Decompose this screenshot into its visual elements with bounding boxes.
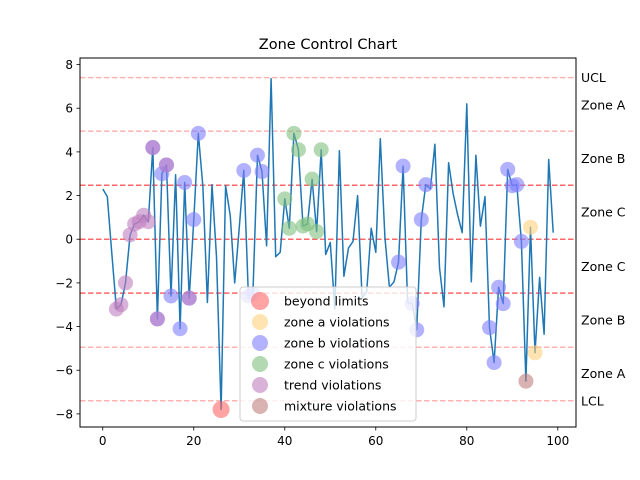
violation-marker <box>495 296 511 312</box>
violation-marker <box>249 147 265 163</box>
legend-marker <box>252 377 268 393</box>
violation-marker <box>482 320 498 336</box>
violation-marker <box>118 275 134 291</box>
legend-label: beyond limits <box>284 294 369 309</box>
zone-label: Zone B <box>581 151 625 166</box>
violation-marker <box>286 125 302 141</box>
legend-marker <box>251 292 269 310</box>
violation-marker <box>395 158 411 174</box>
chart-title: Zone Control Chart <box>259 37 398 53</box>
legend-label: zone b violations <box>284 336 390 351</box>
violation-marker <box>140 214 156 230</box>
zone-label: Zone C <box>581 204 626 219</box>
violation-marker <box>513 233 529 249</box>
y-tick-label: −2 <box>55 276 73 290</box>
legend-marker <box>252 335 268 351</box>
violation-marker <box>277 191 293 207</box>
series-line <box>102 77 554 411</box>
violation-marker <box>313 142 329 158</box>
violation-marker <box>113 297 129 313</box>
y-tick-label: 2 <box>65 189 73 203</box>
plot-frame <box>79 57 577 428</box>
y-tick-label: −6 <box>55 364 73 378</box>
zone-label: Zone A <box>581 366 626 381</box>
y-tick-label: −8 <box>55 407 73 421</box>
y-axis: −8 −6 −4 −2 0 2 4 6 8 <box>55 58 80 421</box>
x-tick-label: 40 <box>277 434 292 448</box>
violation-marker <box>491 279 507 295</box>
violation-marker <box>522 219 538 235</box>
x-tick-label: 60 <box>368 434 383 448</box>
legend-label: zone a violations <box>284 315 390 330</box>
x-tick-label: 0 <box>99 434 107 448</box>
violation-marker <box>212 401 230 419</box>
violation-marker <box>391 254 407 270</box>
y-tick-label: 6 <box>65 102 73 116</box>
violation-markers <box>108 125 543 419</box>
violation-marker <box>527 345 543 361</box>
violation-marker <box>413 212 429 228</box>
legend-box <box>239 286 417 422</box>
violation-marker <box>190 125 206 141</box>
violation-marker <box>509 177 525 193</box>
zone-label: LCL <box>581 393 604 408</box>
zone-labels: UCL Zone A Zone B Zone C Zone C Zone B Zone A L… <box>581 70 626 408</box>
y-tick-label: 8 <box>65 58 73 72</box>
y-tick-label: 4 <box>65 145 73 159</box>
violation-marker <box>418 177 434 193</box>
violation-marker <box>304 171 320 187</box>
legend-marker <box>252 398 268 414</box>
y-tick-label: 0 <box>65 233 73 247</box>
data-line-group <box>102 77 554 411</box>
violation-marker <box>309 224 325 240</box>
violation-marker <box>236 162 252 178</box>
x-tick-label: 100 <box>546 434 569 448</box>
violation-marker <box>145 140 161 156</box>
violation-marker <box>163 288 179 304</box>
x-tick-label: 20 <box>186 434 201 448</box>
zone-label: UCL <box>581 70 606 85</box>
legend: beyond limits zone a violations zone b vio… <box>239 286 417 422</box>
legend-marker <box>252 314 268 330</box>
violation-marker <box>518 373 534 389</box>
violation-marker <box>486 355 502 371</box>
legend-label: mixture violations <box>284 399 397 414</box>
violation-marker <box>149 311 165 327</box>
violation-marker <box>186 212 202 228</box>
zone-label: Zone C <box>581 259 626 274</box>
violation-marker <box>290 142 306 158</box>
legend-label: zone c violations <box>284 357 389 372</box>
violation-marker <box>254 164 270 180</box>
x-tick-label: 80 <box>459 434 474 448</box>
legend-label: trend violations <box>284 378 381 393</box>
violation-marker <box>172 321 188 337</box>
x-axis: 0 20 40 60 80 100 <box>99 427 569 448</box>
violation-marker <box>181 290 197 306</box>
violation-marker <box>177 174 193 190</box>
violation-marker <box>158 157 174 173</box>
violation-marker <box>500 161 516 177</box>
violation-marker <box>281 220 297 236</box>
legend-marker <box>252 356 268 372</box>
zone-label: Zone A <box>581 97 626 112</box>
zone-label: Zone B <box>581 313 625 328</box>
y-tick-label: −4 <box>55 320 73 334</box>
